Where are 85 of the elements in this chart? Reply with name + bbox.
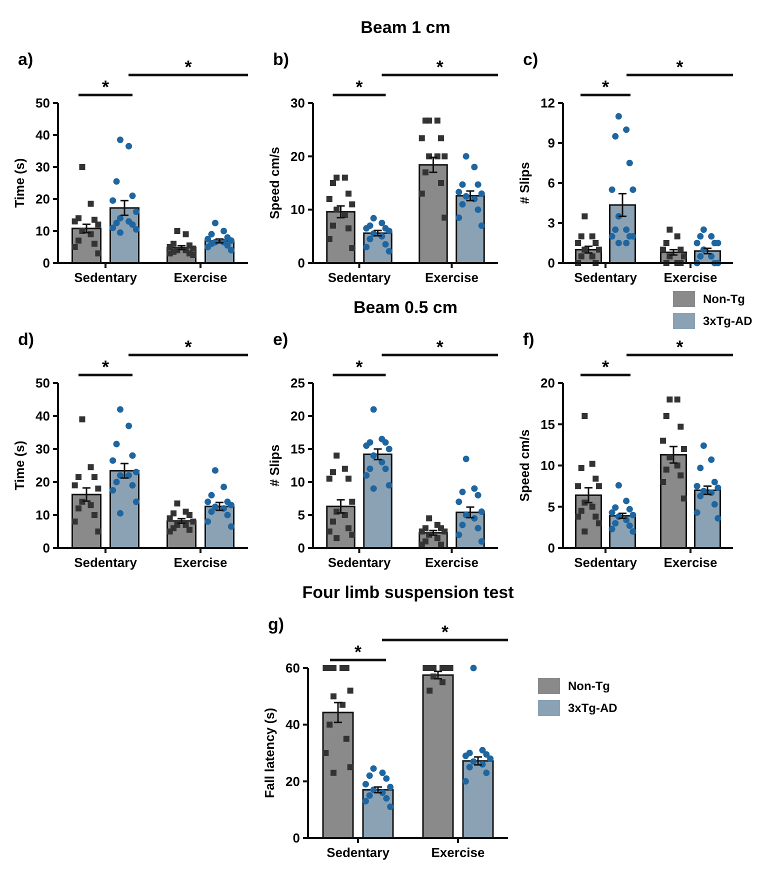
- y-tick-label: 20: [286, 774, 300, 789]
- text: *: [354, 642, 362, 662]
- text: a): [18, 50, 34, 69]
- y-tick-label: 20: [36, 474, 50, 490]
- text: *: [102, 357, 110, 377]
- y-tick-label: 20: [540, 376, 555, 391]
- y-tick-label: 9: [548, 136, 555, 151]
- y-tick-label: 10: [540, 458, 555, 474]
- y-tick-label: 20: [36, 192, 50, 207]
- y-tick-label: 0: [42, 540, 50, 556]
- legend-label: Non-Tg: [568, 679, 610, 693]
- x-tick-label: Exercise: [425, 270, 478, 285]
- y-tick-label: 30: [290, 96, 305, 111]
- y-axis-title: # Slips: [267, 444, 282, 486]
- text: *: [676, 337, 684, 357]
- y-tick-label: 0: [548, 540, 555, 556]
- y-tick-label: 15: [290, 442, 305, 457]
- x-tick-label: Sedentary: [574, 555, 638, 570]
- y-axis-title: Speed cm/s: [517, 429, 532, 502]
- y-tick-label: 0: [42, 256, 50, 271]
- text: b): [273, 50, 290, 69]
- y-tick-label: 3: [548, 216, 555, 231]
- y-tick-label: 20: [290, 148, 305, 164]
- y-tick-label: 12: [540, 96, 555, 111]
- y-tick-label: 40: [36, 408, 50, 424]
- x-tick-label: Sedentary: [74, 555, 138, 570]
- legend-label: Non-Tg: [703, 292, 745, 306]
- x-tick-label: Exercise: [174, 555, 228, 570]
- text: *: [441, 622, 449, 642]
- chart-title: Beam 1 cm: [360, 18, 450, 37]
- text: f): [523, 330, 534, 349]
- x-tick-label: Exercise: [431, 845, 485, 860]
- legend-label: 3xTg-AD: [568, 701, 618, 715]
- y-tick-label: 50: [36, 96, 50, 111]
- text: *: [356, 77, 363, 97]
- text: *: [184, 57, 192, 77]
- y-axis-title: Time (s): [12, 158, 27, 208]
- y-axis-title: Speed cm/s: [267, 146, 282, 220]
- x-tick-label: Sedentary: [328, 270, 392, 285]
- x-tick-label: Sedentary: [74, 270, 138, 285]
- y-tick-label: 30: [36, 160, 50, 175]
- y-tick-label: 10: [36, 224, 50, 239]
- y-tick-label: 50: [36, 376, 50, 391]
- y-tick-label: 15: [540, 416, 555, 432]
- text: g): [268, 615, 284, 634]
- text: *: [676, 57, 684, 77]
- x-tick-label: Sedentary: [574, 270, 638, 285]
- y-axis-title: # Slips: [517, 162, 532, 204]
- x-tick-label: Exercise: [425, 555, 478, 570]
- legend-label: 3xTg-AD: [703, 314, 753, 328]
- text: *: [602, 357, 610, 377]
- y-axis-title: Time (s): [12, 440, 27, 490]
- y-tick-label: 0: [298, 256, 305, 271]
- text: *: [356, 357, 363, 377]
- y-tick-label: 5: [298, 508, 305, 523]
- chart-title: Beam 0.5 cm: [354, 298, 458, 317]
- y-tick-label: 6: [548, 176, 555, 191]
- y-tick-label: 10: [36, 508, 50, 523]
- x-tick-label: Sedentary: [328, 555, 392, 570]
- x-tick-label: Exercise: [174, 270, 228, 285]
- x-tick-label: Exercise: [664, 555, 718, 570]
- chart-title: Four limb suspension test: [302, 583, 514, 602]
- y-tick-label: 0: [298, 540, 305, 556]
- text: *: [602, 77, 610, 97]
- text: e): [273, 330, 288, 349]
- x-tick-label: Sedentary: [326, 845, 390, 860]
- y-tick-label: 10: [290, 474, 305, 490]
- y-tick-label: 0: [292, 830, 300, 846]
- y-tick-label: 25: [290, 376, 305, 391]
- y-tick-label: 20: [290, 408, 305, 424]
- x-tick-label: Exercise: [664, 270, 718, 285]
- y-tick-label: 60: [286, 660, 300, 676]
- y-tick-label: 30: [36, 442, 50, 457]
- y-tick-label: 40: [36, 128, 50, 143]
- text: *: [436, 57, 444, 77]
- text: c): [523, 50, 538, 69]
- text: *: [184, 337, 192, 357]
- y-tick-label: 40: [286, 717, 300, 732]
- y-tick-label: 5: [548, 499, 555, 514]
- y-axis-title: Fall latency (s): [262, 708, 277, 798]
- y-tick-label: 10: [290, 202, 305, 218]
- text: d): [18, 330, 34, 349]
- y-tick-label: 0: [548, 256, 555, 271]
- text: *: [102, 77, 110, 97]
- text: *: [436, 337, 444, 357]
